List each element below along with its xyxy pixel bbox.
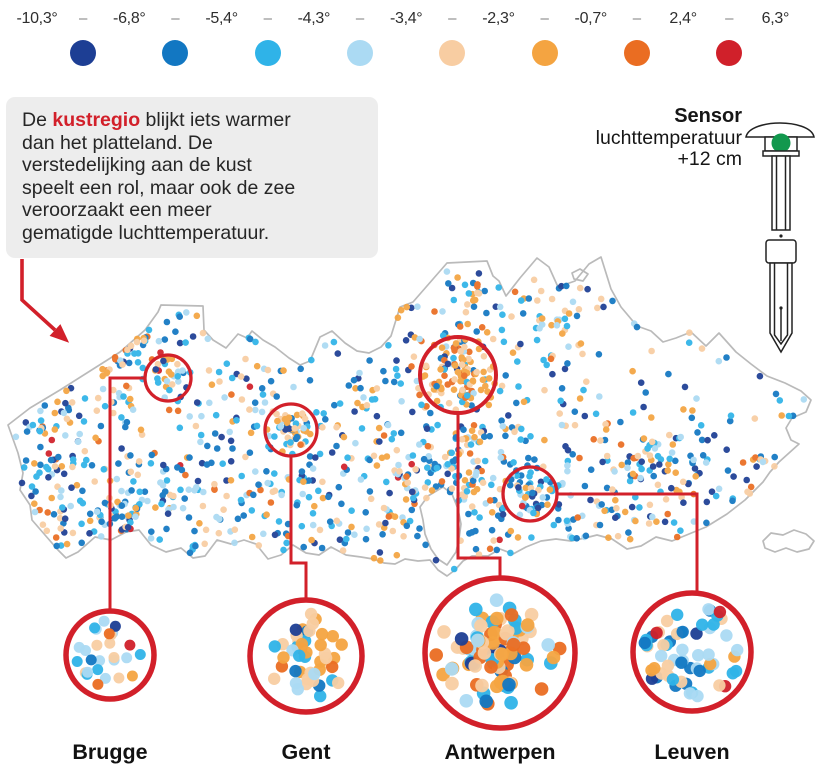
sensor-cap	[745, 122, 815, 138]
legend-color-dot	[162, 40, 189, 66]
legend-dash: –	[448, 10, 457, 27]
annotation-line: De kustregio blijkt iets warmer	[22, 109, 362, 132]
legend-color-dot	[439, 40, 466, 66]
sensor-probe-inner	[773, 263, 789, 346]
annotation-line: verstedelijking aan de kust	[22, 154, 252, 177]
annotation-box: De kustregio blijkt iets warmer dan het …	[6, 97, 378, 258]
legend-value-label: 6,3°	[761, 10, 790, 27]
legend-color-dot	[347, 40, 374, 66]
magnifier-connector	[108, 376, 146, 613]
annotation-text: blijkt iets warmer	[140, 109, 291, 131]
legend-dash: –	[355, 10, 365, 27]
temperature-legend: -10,3° -6,8° -5,4° -4,3° -3,4° -2,3° -0,7° 2,4°…	[0, 0, 823, 72]
legend-value-label: 2,4°	[669, 10, 697, 27]
legend-value-label: -5,4°	[205, 10, 238, 27]
magnifier-brugge	[63, 608, 157, 702]
map-highlight-circle-antwerpen	[418, 335, 498, 415]
map-highlight-circle-leuven	[501, 465, 559, 523]
annotation-line: veroorzaakt een meer	[22, 199, 212, 222]
magnifier-connector	[456, 413, 502, 580]
magnifier-gent	[247, 597, 365, 715]
sensor-collar	[765, 239, 797, 264]
legend-dash: –	[171, 10, 180, 27]
legend-value-label: -2,3°	[482, 10, 515, 27]
sensor-subtitle: luchttemperatuur	[595, 126, 742, 149]
sensor-screw	[779, 234, 783, 238]
magnifier-leuven	[630, 590, 754, 714]
sensor-label: Sensor luchttemperatuur +12 cm	[518, 105, 743, 171]
map-annotations	[20, 259, 699, 613]
legend-dash: –	[725, 10, 734, 27]
city-label-gent: Gent	[281, 740, 331, 764]
annotation-highlight: kustregio	[52, 109, 141, 131]
legend-dash: –	[632, 10, 642, 27]
legend-color-dot	[70, 40, 97, 66]
magnifier-connector	[289, 456, 308, 602]
city-label-antwerpen: Antwerpen	[444, 740, 556, 764]
map-highlight-circle-gent	[263, 402, 319, 458]
annotation-arrow-line	[20, 259, 57, 332]
sensor-illustration	[745, 122, 815, 354]
city-label-brugge: Brugge	[72, 740, 148, 764]
city-label-leuven: Leuven	[654, 740, 730, 764]
legend-value-label: -4,3°	[297, 10, 331, 27]
legend-value-label: -6,8°	[113, 10, 146, 27]
legend-value-label: -0,7°	[574, 10, 608, 27]
legend-value-label: -10,3°	[16, 10, 58, 27]
sensor-title: Sensor	[674, 105, 742, 127]
legend-value-label: -3,4°	[389, 10, 423, 27]
map-highlight-circle-brugge	[143, 353, 193, 403]
magnifier-antwerpen	[422, 575, 578, 731]
annotation-arrow-head	[49, 324, 70, 343]
sensor-green-indicator	[771, 133, 791, 153]
legend-color-dot	[716, 40, 743, 66]
annotation-line: gematigde luchttemperatuur.	[22, 221, 270, 244]
annotation-line: speelt een rol, maar ook de zee	[22, 176, 296, 199]
annotation-line: dan het platteland. De	[22, 131, 213, 154]
legend-color-dot	[623, 40, 650, 66]
legend-dash: –	[263, 10, 272, 27]
legend-dash: –	[78, 10, 88, 27]
legend-color-dot	[254, 40, 281, 66]
legend-dash: –	[540, 10, 549, 27]
sensor-dots-layer	[12, 268, 808, 573]
annotation-text: De	[22, 109, 53, 131]
sensor-probe-screw	[779, 306, 783, 310]
legend-color-dot	[531, 40, 558, 66]
sensor-height: +12 cm	[677, 148, 743, 170]
magnifier-connector	[557, 492, 699, 595]
sensor-shaft	[771, 155, 791, 231]
